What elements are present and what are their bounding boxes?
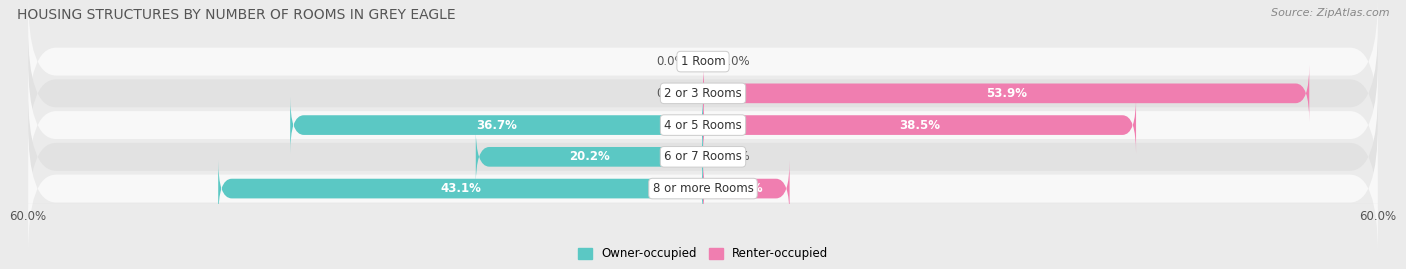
Text: 53.9%: 53.9% xyxy=(986,87,1026,100)
Text: 20.2%: 20.2% xyxy=(569,150,610,163)
Text: 0.0%: 0.0% xyxy=(657,87,686,100)
Text: 0.0%: 0.0% xyxy=(720,150,749,163)
FancyBboxPatch shape xyxy=(475,129,703,185)
FancyBboxPatch shape xyxy=(290,97,703,153)
Text: 1 Room: 1 Room xyxy=(681,55,725,68)
FancyBboxPatch shape xyxy=(703,65,1309,122)
Text: 4 or 5 Rooms: 4 or 5 Rooms xyxy=(664,119,742,132)
Text: 43.1%: 43.1% xyxy=(440,182,481,195)
FancyBboxPatch shape xyxy=(703,97,1136,153)
Text: 0.0%: 0.0% xyxy=(720,55,749,68)
Text: HOUSING STRUCTURES BY NUMBER OF ROOMS IN GREY EAGLE: HOUSING STRUCTURES BY NUMBER OF ROOMS IN… xyxy=(17,8,456,22)
Text: Source: ZipAtlas.com: Source: ZipAtlas.com xyxy=(1271,8,1389,18)
Text: 7.7%: 7.7% xyxy=(730,182,762,195)
FancyBboxPatch shape xyxy=(218,160,703,217)
Text: 36.7%: 36.7% xyxy=(477,119,517,132)
Legend: Owner-occupied, Renter-occupied: Owner-occupied, Renter-occupied xyxy=(572,243,834,265)
FancyBboxPatch shape xyxy=(28,123,1378,254)
FancyBboxPatch shape xyxy=(28,91,1378,222)
Text: 2 or 3 Rooms: 2 or 3 Rooms xyxy=(664,87,742,100)
FancyBboxPatch shape xyxy=(703,160,790,217)
FancyBboxPatch shape xyxy=(28,0,1378,127)
FancyBboxPatch shape xyxy=(28,28,1378,159)
Text: 8 or more Rooms: 8 or more Rooms xyxy=(652,182,754,195)
FancyBboxPatch shape xyxy=(28,60,1378,190)
Text: 6 or 7 Rooms: 6 or 7 Rooms xyxy=(664,150,742,163)
Text: 0.0%: 0.0% xyxy=(657,55,686,68)
Text: 38.5%: 38.5% xyxy=(898,119,941,132)
